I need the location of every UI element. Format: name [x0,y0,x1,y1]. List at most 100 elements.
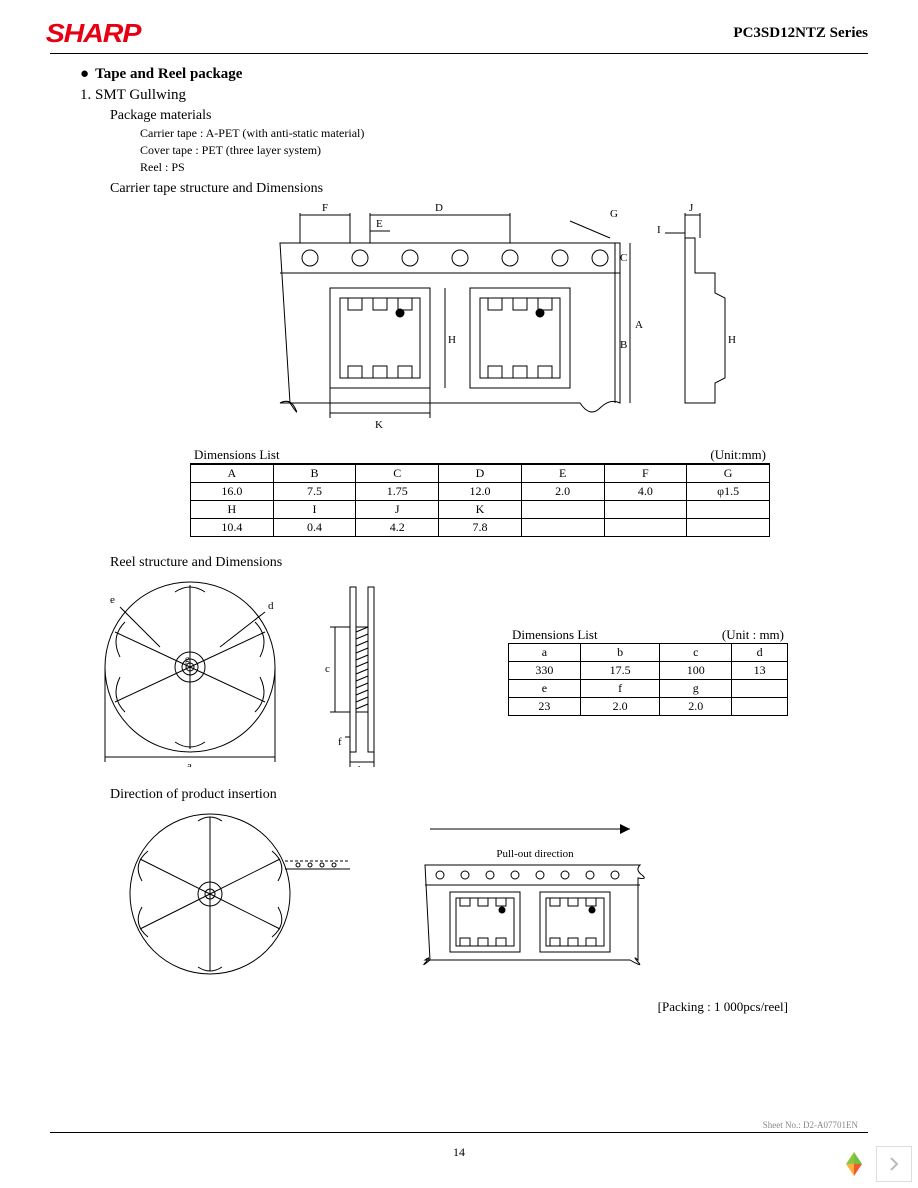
td [687,519,770,537]
th: e [509,680,581,698]
page-header: SHARP PC3SD12NTZ Series [50,18,868,54]
td [521,519,604,537]
td: 13 [732,662,788,680]
th [687,501,770,519]
td: 2.0 [580,698,660,716]
td: 23 [509,698,581,716]
td: 17.5 [580,662,660,680]
carrier-structure-title: Carrier tape structure and Dimensions [110,181,868,197]
direction-title: Direction of product insertion [110,787,868,803]
pullout-block: Pull-out direction [420,814,650,974]
th: d [732,644,788,662]
svg-text:g: g [185,654,190,664]
direction-reel-diagram [120,809,360,979]
svg-text:B: B [620,339,627,351]
reel-front-diagram: e d g a [90,577,290,767]
packing-note: [Packing : 1 000pcs/reel] [50,999,788,1015]
td: 16.0 [191,483,274,501]
td: 2.0 [660,698,732,716]
dim-table2-title: Dimensions List [512,627,598,643]
svg-text:e: e [110,594,115,606]
th: b [580,644,660,662]
svg-text:D: D [435,203,443,214]
th: J [356,501,439,519]
series-title: PC3SD12NTZ Series [733,25,868,42]
svg-text:G: G [610,208,618,220]
next-page-button[interactable] [876,1146,912,1182]
td: 1.75 [356,483,439,501]
svg-text:c: c [325,663,330,675]
pullout-arrow [420,814,650,844]
th: B [273,465,356,483]
th [521,501,604,519]
pullout-label: Pull-out direction [420,848,650,860]
dimensions-table-1: Dimensions List (Unit:mm) A B C D E F G … [190,447,770,537]
svg-text:b: b [358,764,364,767]
th: c [660,644,732,662]
app-logo-icon [836,1146,872,1182]
th [732,680,788,698]
td: 4.0 [604,483,687,501]
td [732,698,788,716]
smt-gullwing-title: 1. SMT Gullwing [80,87,868,104]
footer-divider [50,1132,868,1133]
dim-table1-title: Dimensions List [194,447,280,463]
reel-section: Reel structure and Dimensions [50,555,868,767]
th: a [509,644,581,662]
th: D [439,465,522,483]
direction-section: Direction of product insertion [50,787,868,979]
th: I [273,501,356,519]
dim-table1-unit: (Unit:mm) [710,447,766,463]
page-number: 14 [0,1145,918,1160]
td [604,519,687,537]
td: 12.0 [439,483,522,501]
td: 10.4 [191,519,274,537]
td: 2.0 [521,483,604,501]
dim-table2-unit: (Unit : mm) [722,627,784,643]
svg-text:I: I [657,224,661,236]
material-carrier: Carrier tape : A-PET (with anti-static m… [140,126,868,141]
direction-tape-diagram [420,860,650,970]
td: 330 [509,662,581,680]
svg-text:C: C [620,252,627,264]
viewer-controls [836,1146,912,1182]
material-cover: Cover tape : PET (three layer system) [140,143,868,158]
th: g [660,680,732,698]
dimensions-table-2: Dimensions List (Unit : mm) a b c d 330 … [508,627,788,716]
td: 0.4 [273,519,356,537]
svg-text:d: d [268,600,274,612]
svg-text:H: H [728,334,736,346]
th: E [521,465,604,483]
material-reel: Reel : PS [140,160,868,175]
sharp-logo: SHARP [46,18,141,49]
th [604,501,687,519]
svg-text:A: A [635,319,643,331]
sheet-number: Sheet No.: D2-A07701EN [763,1120,858,1130]
svg-text:F: F [322,203,328,214]
th: F [604,465,687,483]
svg-text:H: H [448,334,456,346]
th: C [356,465,439,483]
th: A [191,465,274,483]
svg-text:a: a [187,760,192,767]
td: 7.8 [439,519,522,537]
th: H [191,501,274,519]
package-materials-title: Package materials [110,108,868,124]
svg-text:K: K [375,419,383,431]
reel-side-diagram: c b f [320,577,410,767]
svg-text:E: E [376,218,383,230]
reel-title: Reel structure and Dimensions [110,555,868,571]
td: 4.2 [356,519,439,537]
section-title: Tape and Reel package [80,66,868,83]
datasheet-page: SHARP PC3SD12NTZ Series Tape and Reel pa… [0,0,918,1188]
td: 100 [660,662,732,680]
th: G [687,465,770,483]
chevron-right-icon [889,1157,899,1171]
th: f [580,680,660,698]
td: 7.5 [273,483,356,501]
carrier-tape-diagram: F D E G [270,203,868,437]
svg-text:f: f [338,736,342,748]
th: K [439,501,522,519]
svg-text:J: J [689,203,694,214]
td: φ1.5 [687,483,770,501]
